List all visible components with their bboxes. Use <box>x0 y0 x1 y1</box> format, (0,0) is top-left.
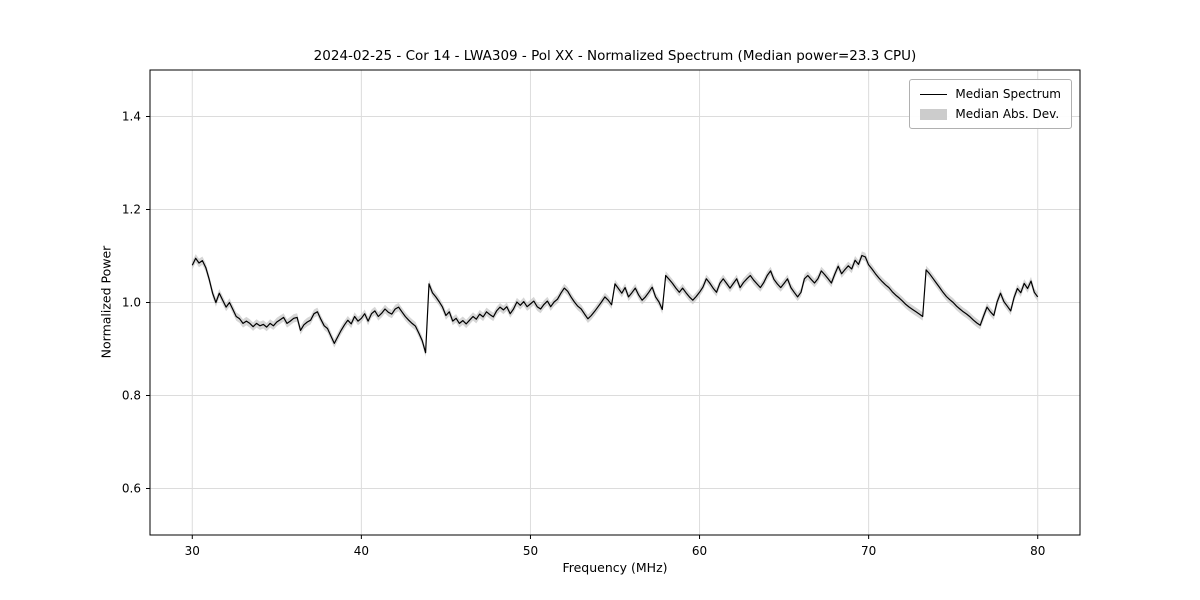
svg-text:1.2: 1.2 <box>122 203 141 217</box>
svg-text:80: 80 <box>1030 544 1045 558</box>
patch-swatch-icon <box>920 108 948 120</box>
y-axis-label: Normalized Power <box>98 245 114 359</box>
line-swatch-icon <box>920 93 948 95</box>
legend-label-median-abs-dev: Median Abs. Dev. <box>955 107 1060 121</box>
svg-text:1.4: 1.4 <box>122 110 141 124</box>
svg-text:0.8: 0.8 <box>122 389 141 403</box>
legend: Median Spectrum Median Abs. Dev. <box>909 79 1072 129</box>
svg-text:70: 70 <box>861 544 876 558</box>
svg-text:30: 30 <box>185 544 200 558</box>
svg-text:50: 50 <box>523 544 538 558</box>
svg-text:0.6: 0.6 <box>122 482 141 496</box>
legend-item-median-spectrum: Median Spectrum <box>920 87 1061 101</box>
chart-title: 2024-02-25 - Cor 14 - LWA309 - Pol XX - … <box>313 48 917 64</box>
svg-text:60: 60 <box>692 544 707 558</box>
x-axis-label: Frequency (MHz) <box>562 560 668 575</box>
legend-item-median-abs-dev: Median Abs. Dev. <box>920 107 1061 121</box>
legend-label-median-spectrum: Median Spectrum <box>955 87 1061 101</box>
svg-text:40: 40 <box>354 544 369 558</box>
svg-text:1.0: 1.0 <box>122 296 141 310</box>
